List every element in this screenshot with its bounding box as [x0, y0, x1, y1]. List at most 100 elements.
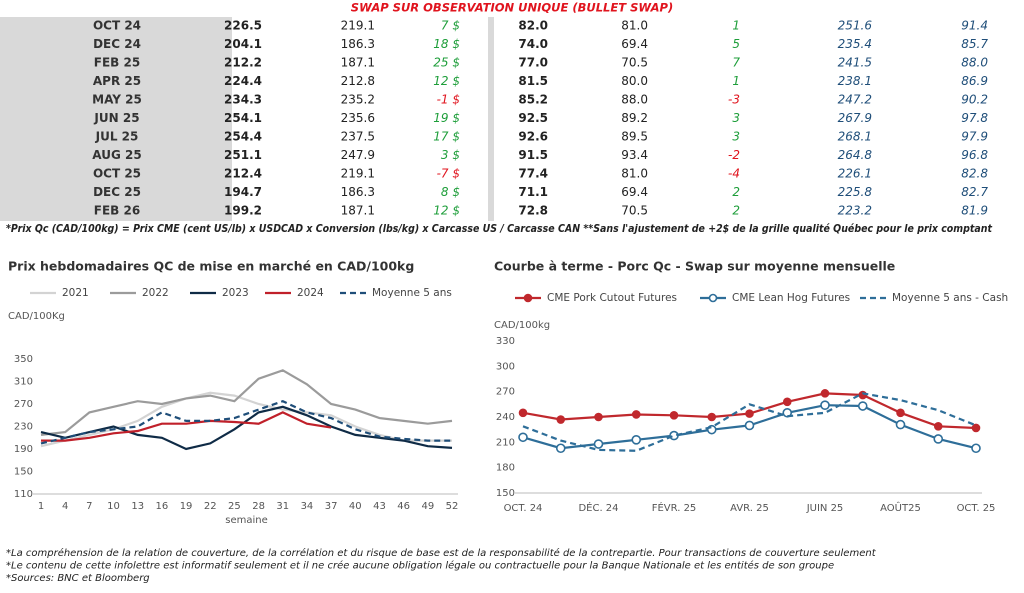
legend-label: CME Pork Cutout Futures: [547, 292, 677, 304]
table-cell: 92.6: [518, 130, 548, 144]
table-cell: 25 $: [433, 56, 460, 70]
series-line: [522, 392, 977, 452]
chart-title: Prix hebdomadaires QC de mise en marché …: [8, 259, 414, 274]
table-cell: 224.4: [224, 74, 262, 88]
table-cell: 86.9: [961, 74, 988, 88]
y-axis-label: CAD/100Kg: [8, 311, 65, 322]
table-cell: 71.1: [518, 185, 548, 199]
point: [857, 401, 868, 411]
table-cell: 194.7: [224, 185, 262, 199]
table-cell: 81.0: [621, 167, 648, 181]
x-tick-label: OCT. 25: [957, 503, 996, 514]
x-tick-label: 40: [349, 501, 362, 512]
table-cell: 72.8: [518, 204, 548, 218]
table-cell: 226.5: [224, 19, 262, 33]
x-tick-label: FÉVR. 25: [652, 501, 697, 514]
x-tick-label: DÉC. 24: [578, 501, 618, 514]
x-tick-label: 31: [276, 501, 289, 512]
table-cell: 89.5: [621, 130, 648, 144]
table-cell: 97.9: [961, 130, 988, 144]
table-cell: 88.0: [621, 93, 648, 107]
y-tick-label: 300: [496, 361, 515, 372]
legend-label: 2024: [297, 287, 324, 299]
x-tick-label: 37: [325, 501, 338, 512]
legend-label: CME Lean Hog Futures: [732, 292, 850, 304]
table-cell: 267.9: [838, 111, 872, 125]
y-tick-label: 240: [496, 412, 515, 423]
x-tick-label: 52: [446, 501, 459, 512]
table-cell: 70.5: [621, 56, 648, 70]
table-cell: 187.1: [341, 204, 375, 218]
table-cell: 235.4: [838, 37, 872, 51]
table-cell: 8 $: [441, 185, 460, 199]
point: [631, 434, 642, 445]
legend-label: 2022: [142, 287, 169, 299]
table-cell: 85.2: [518, 93, 548, 107]
table-cell: 204.1: [224, 37, 262, 51]
table-cell: 219.1: [341, 167, 375, 181]
table-cell: 90.2: [961, 93, 988, 107]
y-axis-label: CAD/100kg: [494, 320, 550, 331]
table-cell: 212.8: [341, 74, 375, 88]
table-cell: OCT 24: [93, 19, 141, 33]
y-tick-label: 150: [496, 488, 515, 499]
table-cell: 91.4: [961, 19, 988, 33]
series-line: [40, 405, 453, 451]
point: [555, 443, 566, 454]
table-cell: JUL 25: [95, 130, 139, 144]
y-tick-label: 150: [14, 467, 33, 478]
table-cell: 241.5: [838, 56, 872, 70]
x-tick-label: 7: [86, 501, 92, 512]
table-cell: 251.1: [224, 148, 262, 162]
table-cell: 89.2: [621, 111, 648, 125]
table-cell: 81.0: [621, 19, 648, 33]
x-tick-label: 4: [62, 501, 68, 512]
table-cell: AUG 25: [92, 148, 141, 162]
table-cell: 226.1: [838, 167, 872, 181]
x-tick-label: JUIN 25: [806, 503, 844, 514]
note: *La compréhension de la relation de couv…: [6, 547, 877, 559]
table-cell: 237.5: [341, 130, 375, 144]
table-cell: DEC 24: [93, 37, 141, 51]
table-cell: MAY 25: [92, 93, 142, 107]
x-tick-label: AOÛT25: [880, 501, 921, 514]
y-tick-label: 330: [496, 336, 515, 347]
table-cell: 70.5: [621, 204, 648, 218]
legend-marker: [523, 293, 533, 303]
table-cell: 234.3: [224, 93, 262, 107]
point: [782, 397, 792, 407]
table-cell: 82.7: [961, 185, 988, 199]
note: *Le contenu de cette infolettre est info…: [6, 560, 834, 572]
y-tick-label: 270: [14, 399, 33, 410]
chart-title: Courbe à terme - Porc Qc - Swap sur moye…: [494, 259, 895, 274]
point: [594, 412, 603, 422]
table-cell: 251.6: [838, 19, 873, 33]
y-tick-label: 190: [14, 444, 33, 455]
table-cell: 18 $: [433, 37, 460, 51]
table-cell: 82.0: [518, 19, 548, 33]
point: [971, 423, 981, 433]
table-cell: 74.0: [518, 37, 548, 51]
legend-label: Moyenne 5 ans: [372, 287, 452, 299]
table-cell: 186.3: [341, 185, 375, 199]
table-cell: 3: [732, 130, 740, 144]
table-cell: 254.4: [224, 130, 262, 144]
table-cell: 223.2: [838, 204, 872, 218]
table-cell: -4: [728, 167, 740, 181]
x-tick-label: 13: [131, 501, 144, 512]
table-cell: 238.1: [838, 74, 872, 88]
table-footnote: *Prix Qc (CAD/100kg) = Prix CME (cent US…: [6, 222, 993, 235]
table-cell: 187.1: [341, 56, 375, 70]
table-cell: 3 $: [441, 148, 460, 162]
table-cell: 212.4: [224, 167, 262, 181]
table-cell-bg: [232, 17, 488, 221]
table-cell: 247.2: [838, 93, 872, 107]
table-cell: 93.4: [621, 148, 648, 162]
table-cell: 199.2: [224, 204, 262, 218]
table-cell: 81.9: [961, 204, 988, 218]
y-tick-label: 210: [496, 437, 515, 448]
point: [933, 421, 943, 431]
table-cell: 247.9: [341, 148, 375, 162]
table-cell: 69.4: [621, 185, 648, 199]
table-cell: 186.3: [341, 37, 375, 51]
